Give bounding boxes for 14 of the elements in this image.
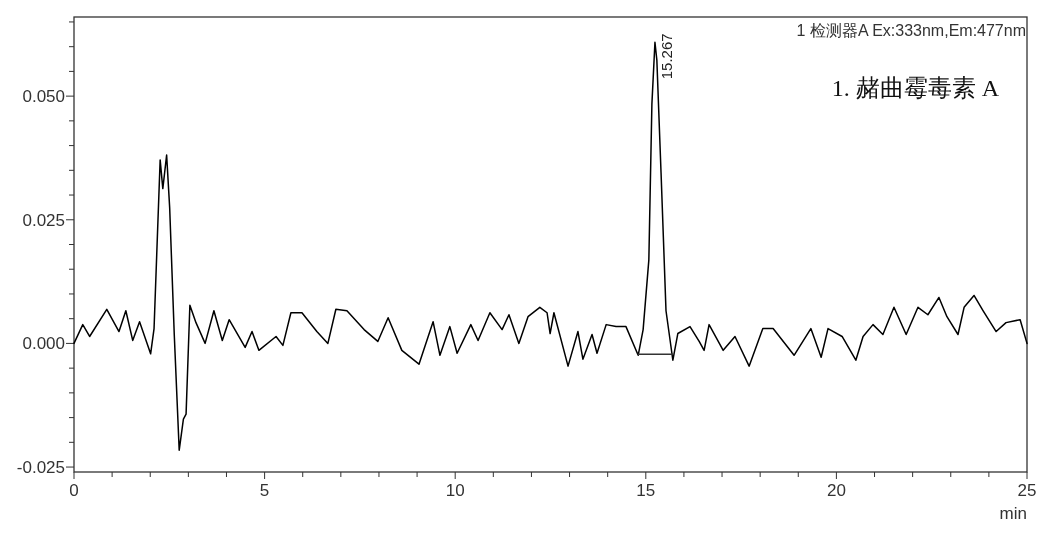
x-tick-label: 25	[1017, 481, 1037, 500]
y-tick-label: -0.025	[16, 458, 65, 478]
y-tick-label: 0.025	[22, 210, 65, 230]
x-tick-label: 10	[445, 481, 465, 500]
annotation: 1 检测器A Ex:333nm,Em:477nm	[796, 22, 1026, 39]
x-tick-label: 0	[69, 481, 79, 500]
x-tick-label: 15	[636, 481, 656, 500]
x-tick-label: 5	[259, 481, 270, 500]
y-tick-label: 0.050	[22, 87, 65, 107]
x-tick-label: 20	[826, 481, 846, 500]
annotation: 15.267	[657, 33, 675, 80]
x-axis-title: min	[999, 504, 1027, 523]
y-tick-label: 0.000	[22, 334, 65, 354]
annotation: 1. 赭曲霉毒素 A	[831, 75, 1000, 101]
